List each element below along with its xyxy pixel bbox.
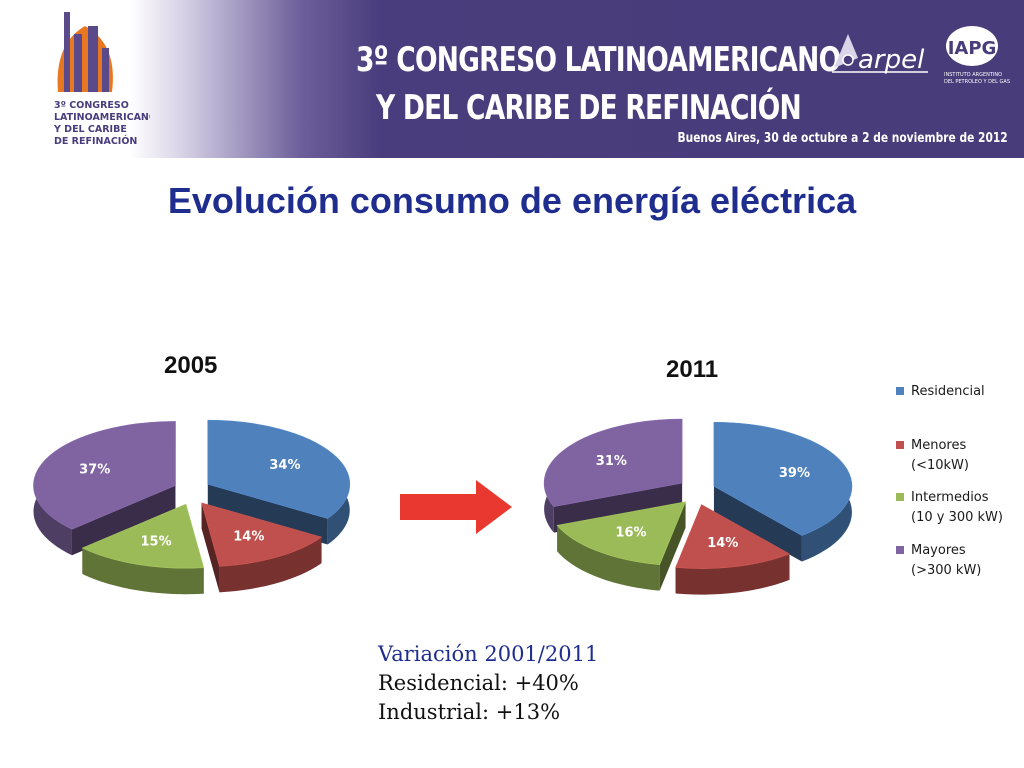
legend-swatch: [896, 387, 904, 395]
pie-label-residencial-2011: 39%: [779, 466, 810, 481]
pie-slice-side-menores-2011: [675, 553, 790, 595]
pie-label-residencial-2005: 34%: [269, 458, 300, 473]
legend-swatch: [896, 441, 904, 449]
arpel-logo: arpel: [832, 34, 928, 75]
svg-text:arpel: arpel: [858, 45, 925, 75]
legend-label: Intermedios (10 y 300 kW): [911, 490, 1003, 525]
legend-swatch: [896, 493, 904, 501]
pie-slice-mayores-2011: [543, 418, 683, 507]
pie-slice-menores-2011: [675, 504, 791, 569]
pie-label-mayores-2011: 31%: [596, 454, 627, 469]
page-title: Evolución consumo de energía eléctrica: [167, 180, 857, 221]
pie-slice-residencial-2005: [207, 419, 351, 519]
iapg-logo: IAPG INSTITUTO ARGENTINO DEL PETROLEO Y …: [944, 26, 1010, 85]
svg-text:INSTITUTO ARGENTINO: INSTITUTO ARGENTINO: [944, 72, 1002, 78]
variation-residencial: Residencial: +40%: [378, 671, 579, 695]
legend-label: Residencial: [911, 384, 985, 399]
chart-2011-title: 2011: [666, 356, 719, 383]
pie-slice-side-intermedios-2011: [557, 525, 660, 591]
pie-chart-2011: 39% 14% 16% 31%: [543, 418, 853, 595]
pie-slice-wall-residencial-2011: [713, 486, 802, 562]
pie-label-menores-2005: 14%: [233, 529, 264, 544]
legend-swatch: [896, 546, 904, 554]
pie-slice-wall-residencial-2005: [207, 484, 328, 545]
svg-text:LATINOAMERICANO: LATINOAMERICANO: [54, 112, 150, 123]
variation-industrial: Industrial: +13%: [378, 700, 561, 724]
pie-slice-wall-mayores-2005: [71, 485, 176, 556]
legend-label: Mayores (>300 kW): [911, 543, 982, 578]
pie-slice-menores-2005: [201, 502, 323, 567]
svg-text:DE REFINACIÓN: DE REFINACIÓN: [54, 135, 137, 147]
header-banner: 3º CONGRESO LATINOAMERICANO Y DEL CARIBE…: [0, 0, 1024, 158]
chart-2005-title: 2005: [164, 352, 218, 379]
pie-label-menores-2011: 14%: [707, 536, 738, 551]
pie-slice-intermedios-2011: [556, 501, 687, 566]
pie-label-intermedios-2005: 15%: [141, 535, 172, 550]
pie-label-intermedios-2011: 16%: [615, 525, 646, 540]
pie-slice-mayores-2005: [33, 421, 176, 530]
pie-slice-wall-menores-2005: [201, 502, 220, 593]
pie-chart-2005: 34% 14% 15% 37%: [33, 419, 351, 595]
svg-text:IAPG: IAPG: [948, 38, 997, 59]
variation-note: Variación 2001/2011 Residencial: +40% In…: [378, 640, 598, 727]
banner-title-line1: 3º CONGRESO LATINOAMERICANO: [356, 40, 841, 80]
svg-text:Y DEL CARIBE: Y DEL CARIBE: [53, 124, 127, 135]
banner-subtitle: Buenos Aires, 30 de octubre a 2 de novie…: [677, 131, 1008, 146]
right-arrow-icon: [400, 480, 512, 534]
pie-slice-residencial-2011: [713, 421, 853, 536]
pie-slice-side-intermedios-2005: [82, 548, 204, 595]
legend-label: Menores (<10kW): [911, 438, 969, 473]
svg-text:3º CONGRESO: 3º CONGRESO: [54, 100, 129, 111]
variation-title: Variación 2001/2011: [378, 642, 599, 666]
svg-text:DEL PETROLEO Y DEL GAS: DEL PETROLEO Y DEL GAS: [944, 79, 1010, 85]
banner-title-line2: Y DEL CARIBE DE REFINACIÓN: [376, 88, 802, 128]
congress-logo: 3º CONGRESO LATINOAMERICANO Y DEL CARIBE…: [53, 12, 150, 147]
pie-slice-intermedios-2005: [81, 503, 205, 569]
pie-label-mayores-2005: 37%: [79, 463, 110, 478]
